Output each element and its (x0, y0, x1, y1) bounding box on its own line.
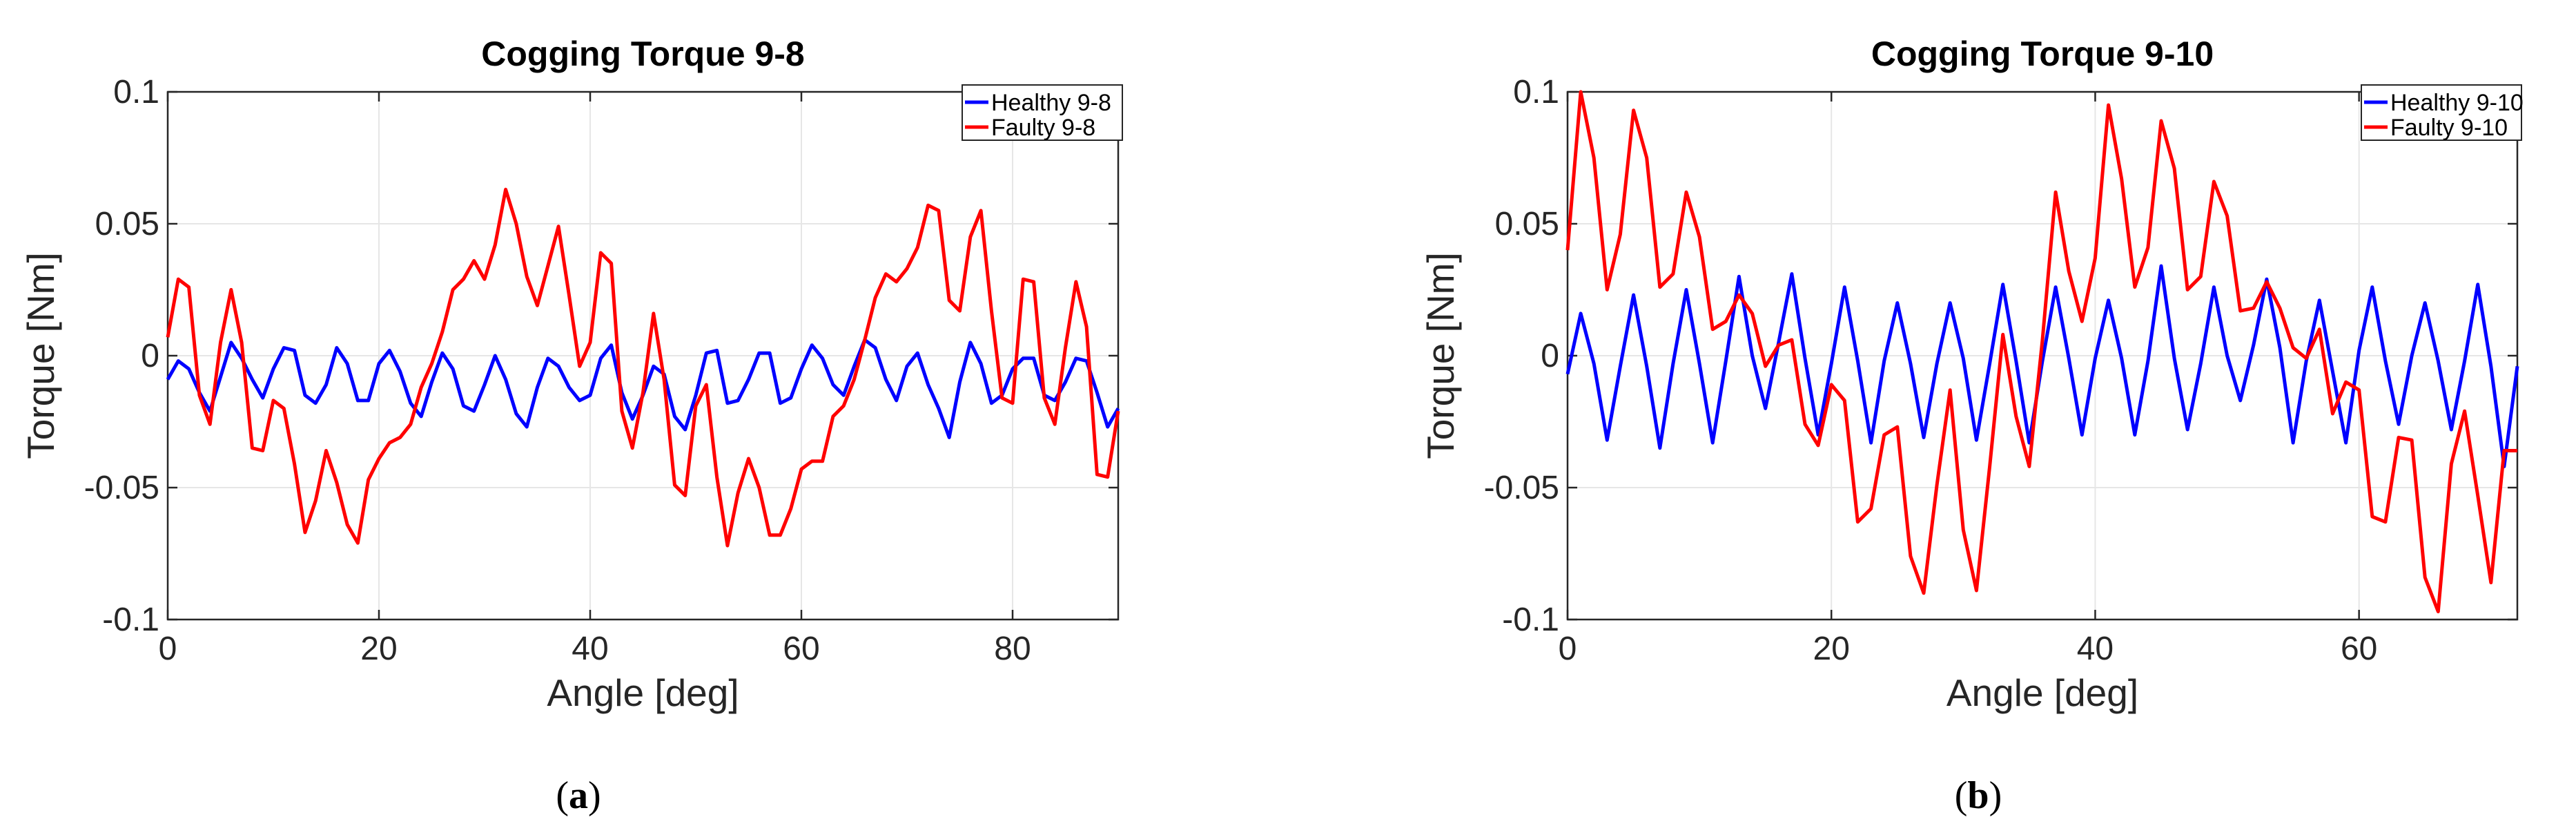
subfigure-caption: (a) (556, 774, 601, 817)
caption-open-paren: ( (556, 774, 569, 817)
x-tick-label: 80 (994, 631, 1031, 667)
series-line-faulty-9-10 (1565, 90, 2517, 613)
legend-label: Healthy 9-10 (2390, 90, 2524, 116)
legend-box (2361, 84, 2522, 141)
y-tick-label: -0.05 (1484, 470, 1559, 506)
y-tick-label: 0.1 (113, 74, 159, 111)
x-tick-label: 60 (783, 631, 819, 667)
x-axis-label: Angle [deg] (547, 671, 739, 714)
caption-close-paren: ) (1989, 774, 2002, 817)
chart-cogging-torque-9-8: 0 20 40 60 80 -0.1 -0.05 0 0.05 0.1 Cogging Torque… (19, 35, 1123, 817)
subfigure-caption: (b) (1955, 774, 2002, 817)
x-tick-label: 40 (2077, 631, 2114, 667)
x-tick-label: 60 (2341, 631, 2377, 667)
caption-letter: a (569, 774, 588, 817)
caption-open-paren: ( (1955, 774, 1968, 817)
x-axis-label: Angle [deg] (1946, 671, 2138, 714)
y-tick-label: -0.05 (84, 470, 159, 506)
y-tick-label: 0.05 (95, 206, 159, 242)
x-tick-label: 0 (159, 631, 177, 667)
y-tick-label: 0.1 (1513, 74, 1559, 111)
series-line-faulty-9-8 (166, 187, 1120, 548)
caption-close-paren: ) (588, 774, 601, 817)
legend-box (962, 84, 1123, 141)
chart-cogging-torque-9-10: 0 20 40 60 -0.1 -0.05 0 0.05 0.1 Cogging Torque 9… (1419, 35, 2524, 817)
chart-title: Cogging Torque 9-8 (481, 35, 804, 73)
y-tick-label: -0.1 (1502, 602, 1559, 638)
y-tick-label: 0 (1541, 338, 1559, 374)
caption-letter: b (1967, 774, 1989, 817)
x-tick-label: 40 (572, 631, 608, 667)
y-tick-label: 0 (141, 338, 159, 374)
x-tick-label: 20 (1813, 631, 1850, 667)
x-tick-label: 0 (1559, 631, 1577, 667)
chart-title: Cogging Torque 9-10 (1871, 35, 2214, 73)
legend-label: Faulty 9-10 (2390, 115, 2508, 141)
y-tick-label: 0.05 (1495, 206, 1559, 242)
legend-label: Faulty 9-8 (991, 115, 1095, 141)
y-axis-label: Torque [Nm] (1419, 252, 1462, 459)
legend-label: Healthy 9-8 (991, 90, 1111, 116)
y-tick-label: -0.1 (102, 602, 159, 638)
y-axis-label: Torque [Nm] (19, 252, 62, 459)
x-tick-label: 20 (360, 631, 397, 667)
series-line-healthy-9-10 (1565, 264, 2519, 468)
